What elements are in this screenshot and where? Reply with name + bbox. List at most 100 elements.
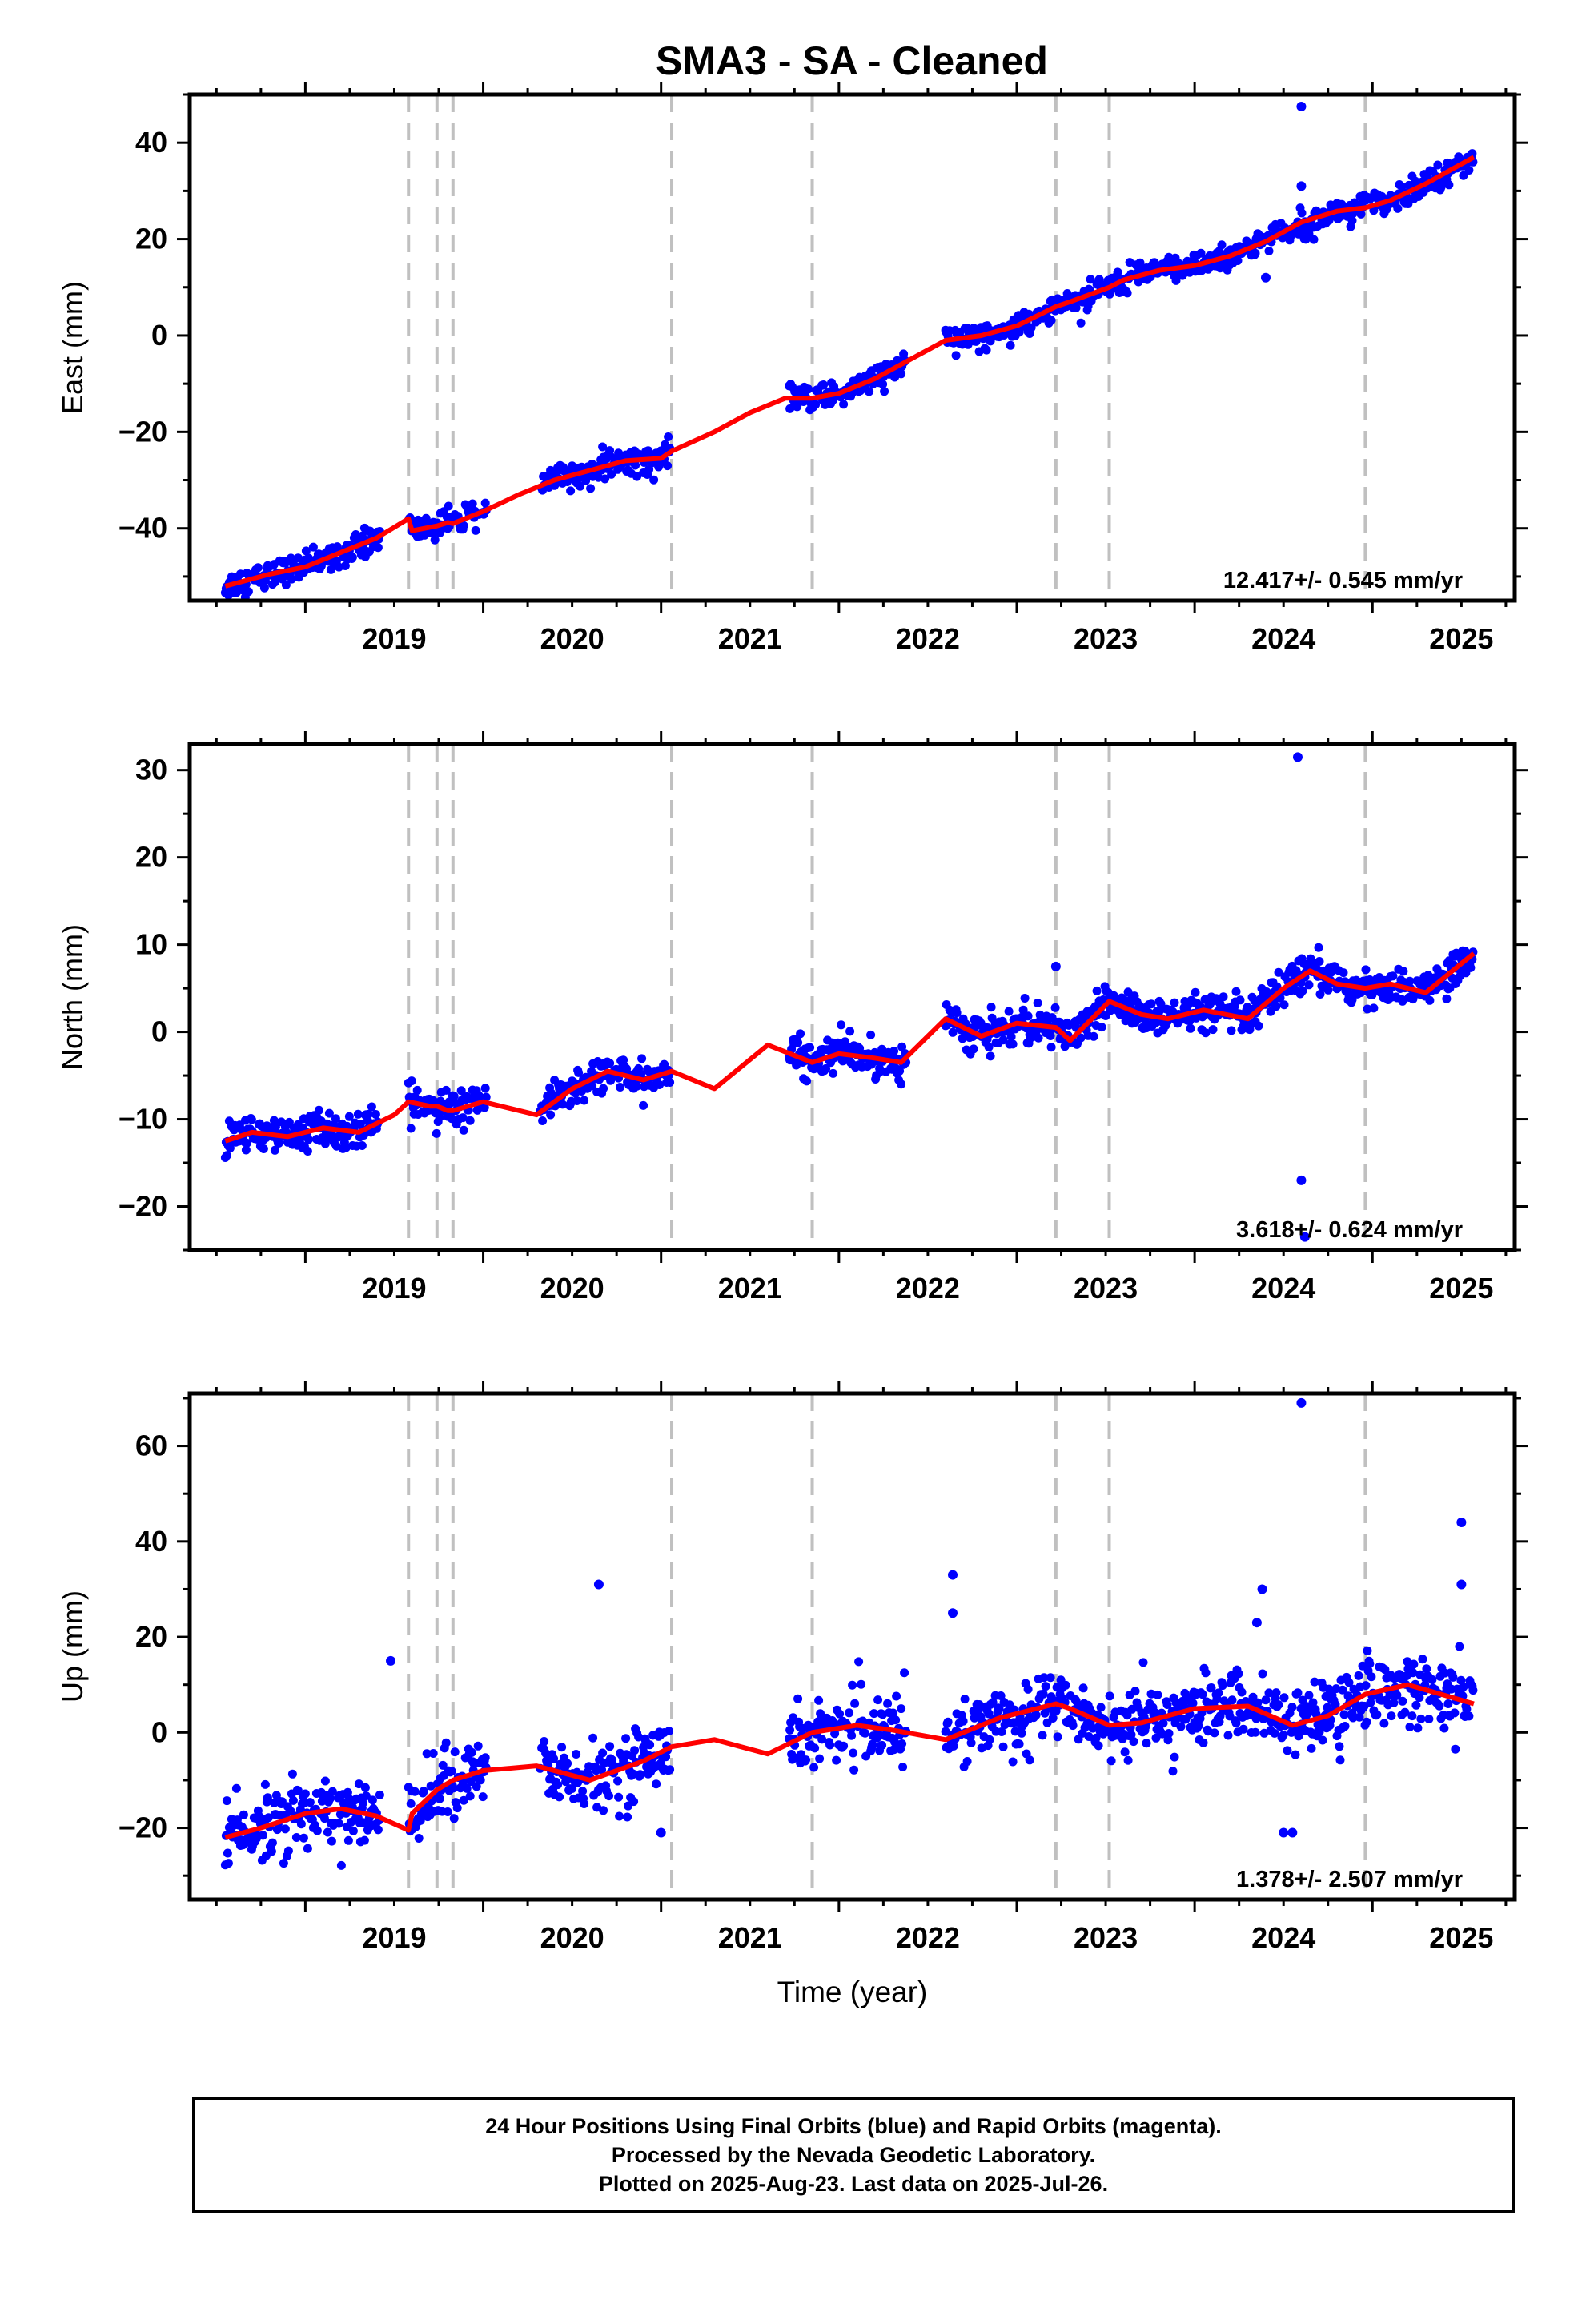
data-point [1076,1033,1086,1043]
data-point [239,1810,248,1819]
data-point [1122,288,1132,298]
data-point [1418,1655,1427,1664]
data-point [1459,1682,1468,1691]
data-point [331,1114,340,1124]
data-point [1372,1710,1382,1719]
data-point [323,1827,332,1837]
data-point [1264,247,1274,255]
data-point [1233,256,1243,265]
outlier-point [1257,1584,1267,1594]
data-point [546,1110,556,1120]
data-point [359,1835,369,1845]
data-point [270,1145,279,1155]
data-point [467,1747,476,1757]
data-point [1398,1696,1407,1706]
data-point [1411,1700,1421,1710]
data-point [235,569,245,579]
data-point [619,1055,628,1065]
data-point [949,1741,958,1751]
data-point [1061,1680,1070,1690]
data-point [1270,1728,1279,1738]
x-tick-label: 2025 [1429,1921,1493,1954]
data-point [553,1780,563,1790]
data-point [1435,1701,1444,1711]
data-point [848,1680,857,1690]
data-point [1361,965,1371,975]
data-point [985,1735,994,1744]
data-point [1092,986,1102,995]
data-point [422,1749,432,1759]
data-point [373,543,383,553]
data-point [353,1109,363,1119]
data-point [312,1826,322,1835]
data-point [1340,1722,1350,1731]
data-point [988,1698,998,1707]
data-point [984,1709,994,1719]
data-point [1199,1738,1208,1747]
y-tick-label: 10 [135,928,167,961]
data-point [1237,1687,1247,1697]
data-point [1064,1020,1074,1030]
data-point [878,380,888,389]
data-point [1462,1704,1472,1714]
footer-line-2: Processed by the Nevada Geodetic Laborat… [611,2143,1096,2167]
data-point [319,1814,329,1823]
x-tick-label: 2020 [540,622,604,655]
data-point [1034,1033,1043,1043]
data-point [438,1760,448,1770]
data-point [998,1035,1008,1045]
data-point [1017,1728,1026,1738]
data-point [1468,149,1477,159]
data-point [1227,1026,1236,1035]
data-point [371,1110,380,1119]
data-point [1048,1714,1058,1723]
data-point [283,1846,293,1856]
data-point [1450,1708,1460,1718]
data-point [1025,1755,1034,1765]
outlier-point [1260,272,1271,283]
data-point [459,1795,468,1805]
data-point [861,1728,870,1738]
data-point [661,1752,671,1762]
data-point [580,1096,589,1105]
data-point [259,1144,268,1153]
data-point [305,1798,315,1807]
x-tick-label: 2023 [1074,622,1138,655]
data-point [1335,1755,1345,1765]
data-point [1344,1678,1354,1687]
panel-up: −20 0 20 40 60 2019 2020 2021 2022 2023 2024 2025 Up… [56,1381,1528,2008]
data-point [586,484,596,493]
data-point [1315,957,1324,966]
data-point [829,1068,838,1078]
x-tick-label: 2023 [1074,1921,1138,1954]
outlier-point [1296,102,1307,112]
data-point [897,1042,907,1051]
data-point [1158,1729,1167,1739]
data-point [459,1125,468,1135]
data-point [443,1807,452,1816]
data-point [1201,1668,1211,1678]
data-point [358,1799,367,1807]
data-point [303,553,313,563]
data-point [850,1699,860,1708]
data-point [580,1799,589,1808]
data-point [1023,1684,1033,1694]
data-point [540,1737,549,1746]
data-point [1287,1703,1297,1712]
data-point [1208,1025,1218,1035]
data-point [1400,1707,1410,1717]
data-point [357,1141,367,1150]
data-point [1407,1711,1417,1721]
x-tick-label: 2024 [1251,1272,1315,1305]
data-point [631,460,640,470]
data-point [1194,1721,1203,1731]
data-point [1468,1686,1478,1695]
data-point [952,1008,962,1018]
data-point [1389,1698,1399,1707]
x-tick-label: 2020 [540,1921,604,1954]
data-point [636,1770,645,1779]
data-point [373,1825,383,1835]
data-point [480,1103,489,1112]
data-point [1123,1755,1133,1765]
data-point [895,1066,905,1076]
